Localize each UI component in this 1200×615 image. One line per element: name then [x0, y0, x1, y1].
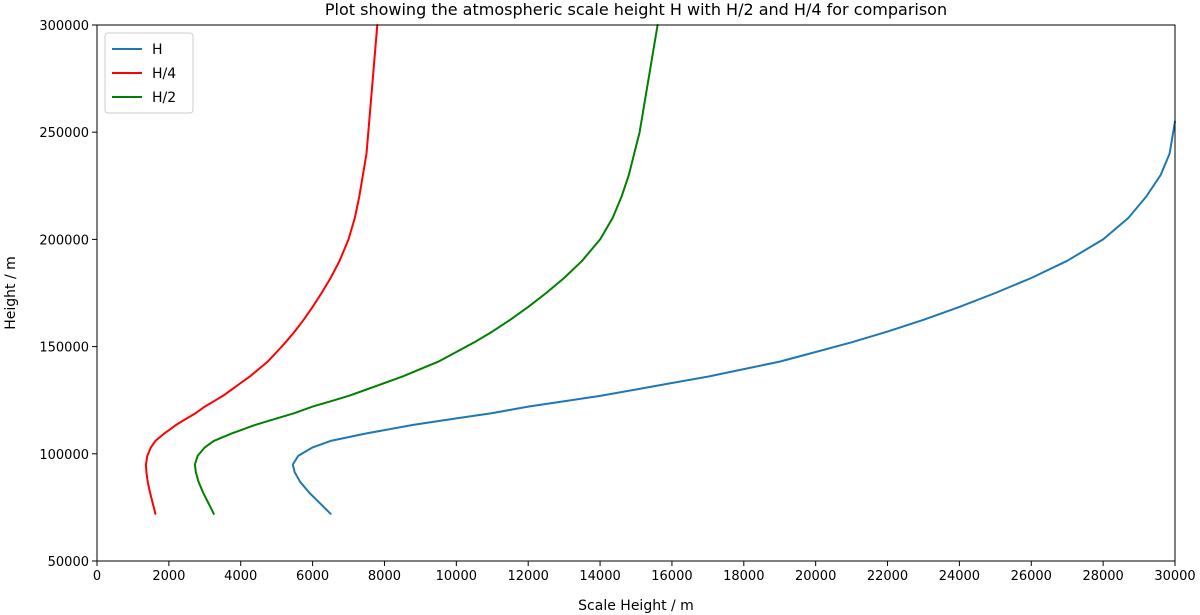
series-line-1	[291, 120, 1176, 515]
x-tick-label: 12000	[508, 569, 549, 584]
x-tick-label: 18000	[723, 569, 764, 584]
x-tick-label: 4000	[224, 569, 257, 584]
x-tick-label: 6000	[296, 569, 329, 584]
x-tick-label: 22000	[867, 569, 908, 584]
chart-title: Plot showing the atmospheric scale heigh…	[325, 0, 947, 19]
series-line-3	[193, 24, 659, 515]
y-tick-label: 300000	[39, 19, 89, 34]
legend-label: H	[152, 42, 163, 58]
legend: H H/4 H/2	[104, 32, 194, 114]
y-tick-label: 200000	[39, 233, 89, 248]
plot-frame	[96, 24, 1176, 562]
y-tick-label: 250000	[39, 126, 89, 141]
x-tick-label: 14000	[579, 569, 620, 584]
y-axis-label: Height / m	[3, 256, 19, 330]
series-line-2	[144, 24, 379, 515]
x-tick-label: 16000	[651, 569, 692, 584]
series-layer	[144, 24, 1176, 515]
x-tick-label: 0	[93, 569, 101, 584]
x-tick-label: 20000	[795, 569, 836, 584]
y-tick-label: 100000	[39, 448, 89, 463]
y-tick-label: 150000	[39, 341, 89, 356]
y-axis: 50000 100000 150000 200000 250000 300000	[39, 19, 97, 570]
x-tick-label: 10000	[436, 569, 477, 584]
legend-label: H/4	[152, 66, 176, 82]
x-axis: 0 2000 4000 6000 8000 10000 12000 14000 16000 180…	[93, 561, 1196, 584]
x-tick-label: 28000	[1082, 569, 1123, 584]
legend-items: H H/4 H/2	[112, 42, 176, 106]
x-tick-label: 26000	[1011, 569, 1052, 584]
legend-frame	[104, 32, 194, 114]
x-tick-label: 24000	[939, 569, 980, 584]
x-tick-label: 30000	[1154, 569, 1195, 584]
x-axis-label: Scale Height / m	[578, 598, 694, 614]
y-tick-label: 50000	[48, 555, 89, 570]
x-tick-label: 8000	[368, 569, 401, 584]
legend-label: H/2	[152, 90, 176, 106]
x-tick-label: 2000	[152, 569, 185, 584]
